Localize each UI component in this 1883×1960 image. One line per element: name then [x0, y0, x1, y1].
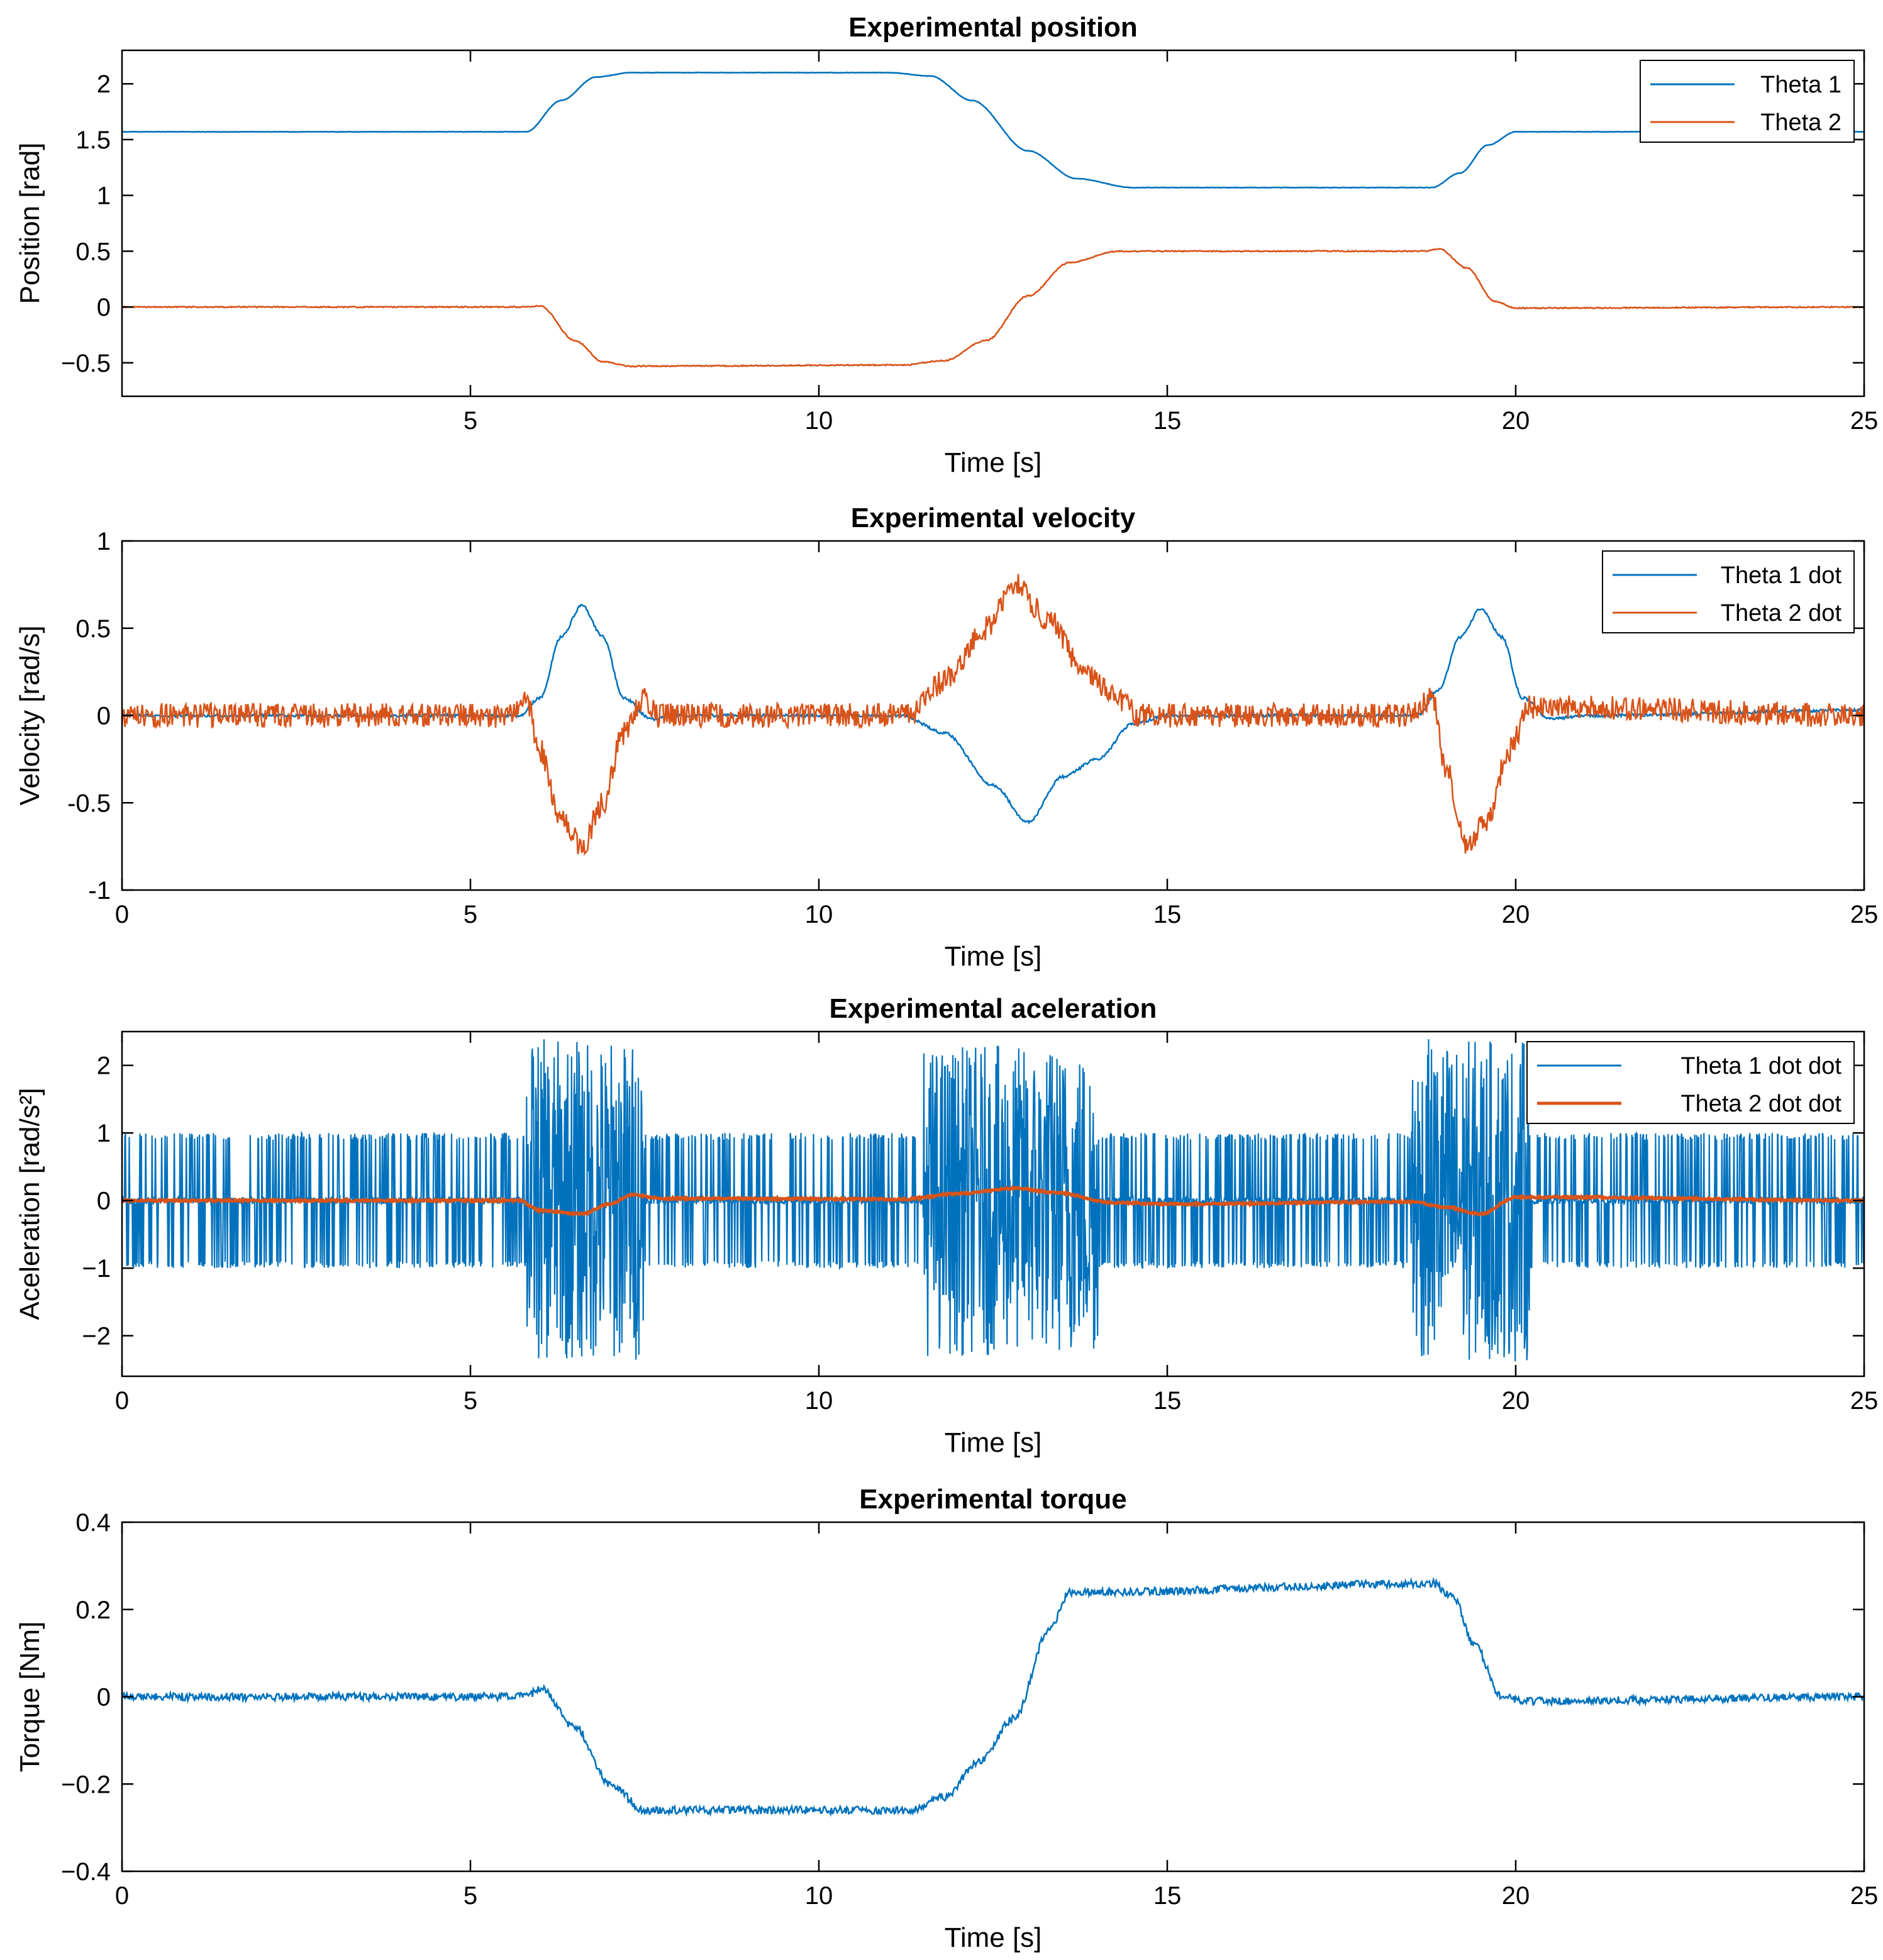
x-tick-label: 20 — [1502, 1882, 1530, 1910]
x-tick-label: 25 — [1850, 1882, 1879, 1910]
y-tick-label: 0 — [97, 1188, 111, 1215]
y-tick-label: 0.4 — [75, 1509, 111, 1537]
x-tick-label: 15 — [1153, 901, 1182, 928]
y-tick-label: 0 — [97, 703, 111, 730]
subplot-2: 0 5 10 15 20 25 -1 -0.5 0 0.5 1 Experimental veloci… — [14, 503, 1878, 972]
legend: Theta 1 dot Theta 2 dot — [1602, 550, 1855, 633]
x-tick-label: 10 — [805, 407, 833, 435]
series-line-1 — [122, 1039, 1864, 1362]
y-tick-label: −2 — [82, 1323, 111, 1350]
x-tick-label: 20 — [1502, 901, 1530, 928]
legend: Theta 1 Theta 2 — [1640, 60, 1855, 143]
chart-title: Experimental velocity — [851, 503, 1136, 533]
x-tick-label: 20 — [1502, 407, 1530, 435]
x-tick-label: 0 — [115, 901, 129, 928]
y-tick-label: −0.5 — [61, 350, 111, 377]
y-axis-label: Position [rad] — [14, 143, 45, 304]
legend-label: Theta 2 dot — [1721, 600, 1842, 626]
legend: Theta 1 dot dot Theta 2 dot dot — [1526, 1041, 1855, 1124]
legend-label: Theta 1 dot — [1721, 562, 1842, 589]
x-tick-label: 15 — [1153, 1882, 1182, 1910]
axes-frame — [121, 1030, 1865, 1378]
x-axis-label: Time [s] — [945, 941, 1042, 972]
y-tick-label: −1 — [82, 1255, 111, 1283]
y-tick-label: -1 — [88, 877, 111, 905]
x-tick-label: 5 — [464, 407, 477, 435]
plot-area — [122, 71, 1864, 368]
chart-title: Experimental torque — [859, 1484, 1126, 1515]
y-axis-label: Velocity [rad/s] — [14, 625, 45, 805]
y-tick-label: 1.5 — [75, 126, 111, 154]
x-tick-label: 10 — [805, 1387, 833, 1415]
legend-label: Theta 1 dot dot — [1680, 1053, 1841, 1079]
x-tick-label: 15 — [1153, 407, 1182, 435]
chart-title: Experimental aceleration — [830, 993, 1157, 1024]
chart-title: Experimental position — [848, 12, 1138, 43]
x-axis-label: Time [s] — [945, 1922, 1042, 1953]
plot-area — [122, 574, 1864, 856]
x-tick-label: 5 — [464, 901, 477, 928]
subplot-3: 0 5 10 15 20 25 −2 −1 0 1 2 Experimental aceleratio… — [14, 993, 1878, 1458]
x-axis-label: Time [s] — [945, 1427, 1042, 1458]
subplot-4: 0 5 10 15 20 25 −0.4 −0.2 0 0.2 0.4 Experimental to… — [14, 1484, 1878, 1953]
y-tick-label: −0.2 — [61, 1771, 111, 1798]
x-tick-label: 5 — [464, 1387, 477, 1415]
series-line-2 — [122, 1184, 1864, 1217]
legend-label: Theta 2 — [1760, 109, 1841, 136]
y-axis-label: Aceleration [rad/s²] — [14, 1088, 45, 1320]
series-line-1 — [122, 1576, 1864, 1817]
x-tick-label: 5 — [464, 1882, 477, 1910]
x-tick-label: 20 — [1502, 1387, 1530, 1415]
y-tick-label: 2 — [97, 70, 111, 98]
y-tick-label: 1 — [97, 182, 111, 210]
series-line-1 — [122, 71, 1864, 189]
x-tick-label: 0 — [115, 1387, 129, 1415]
x-tick-label: 25 — [1850, 407, 1879, 435]
y-tick-label: -0.5 — [67, 789, 111, 817]
series-line-2 — [122, 247, 1864, 368]
axes-frame — [121, 49, 1865, 398]
y-tick-label: 0.2 — [75, 1596, 111, 1624]
y-tick-label: 2 — [97, 1052, 111, 1080]
y-tick-label: −0.4 — [61, 1858, 111, 1886]
y-tick-label: 0.5 — [75, 615, 111, 643]
x-tick-label: 0 — [115, 1882, 129, 1910]
y-axis-label: Torque [Nm] — [14, 1622, 45, 1773]
subplot-1: 5 10 15 20 25 −0.5 0 0.5 1 1.5 2 Experimental posit… — [14, 12, 1878, 478]
legend-label: Theta 1 — [1760, 72, 1841, 98]
series-line-2 — [122, 574, 1864, 856]
y-tick-label: 0 — [97, 1684, 111, 1712]
x-tick-label: 10 — [805, 1882, 833, 1910]
x-tick-label: 25 — [1850, 901, 1879, 928]
plot-area — [122, 1039, 1864, 1362]
y-tick-label: 0.5 — [75, 238, 111, 265]
x-tick-label: 15 — [1153, 1387, 1182, 1415]
y-tick-label: 1 — [97, 528, 111, 555]
x-tick-label: 10 — [805, 901, 833, 928]
legend-label: Theta 2 dot dot — [1680, 1091, 1841, 1117]
x-axis-label: Time [s] — [945, 447, 1042, 478]
plot-area — [122, 1576, 1864, 1817]
y-tick-label: 0 — [97, 294, 111, 321]
y-tick-label: 1 — [97, 1120, 111, 1147]
x-tick-label: 25 — [1850, 1387, 1879, 1415]
